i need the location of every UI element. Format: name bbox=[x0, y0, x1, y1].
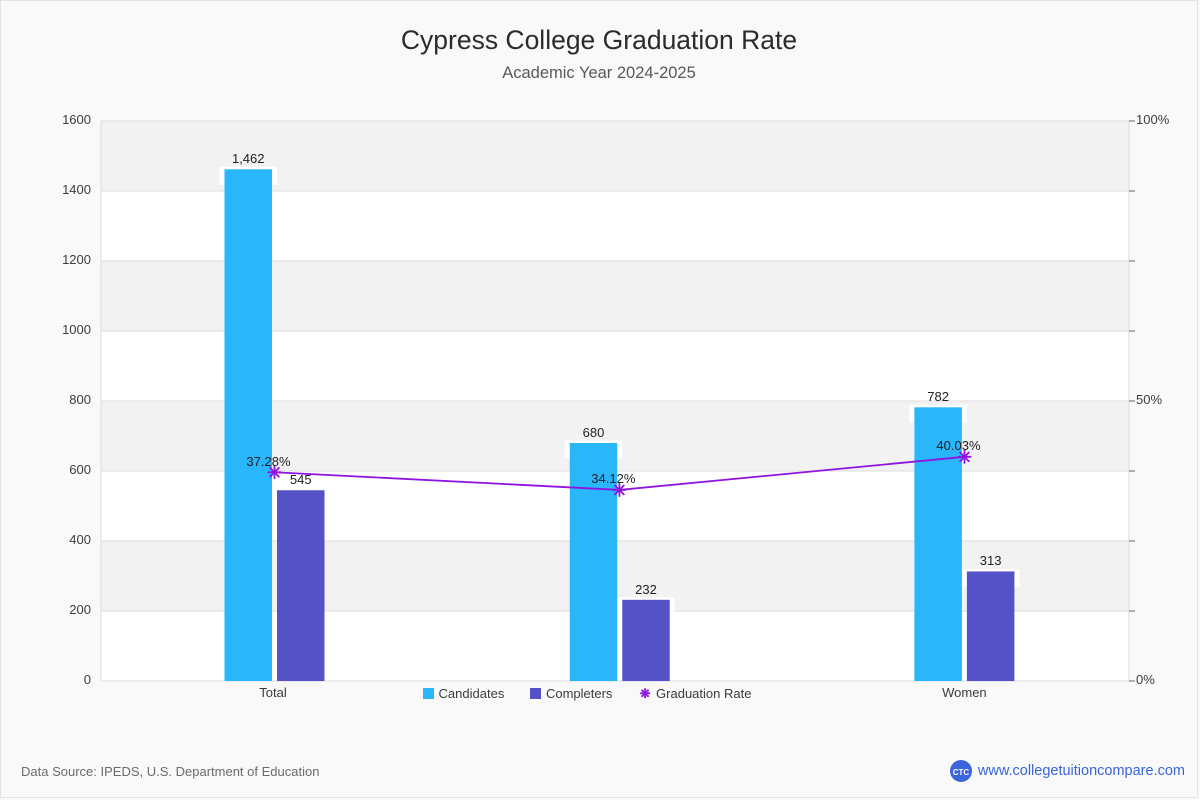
svg-text:CTC: CTC bbox=[953, 768, 970, 777]
